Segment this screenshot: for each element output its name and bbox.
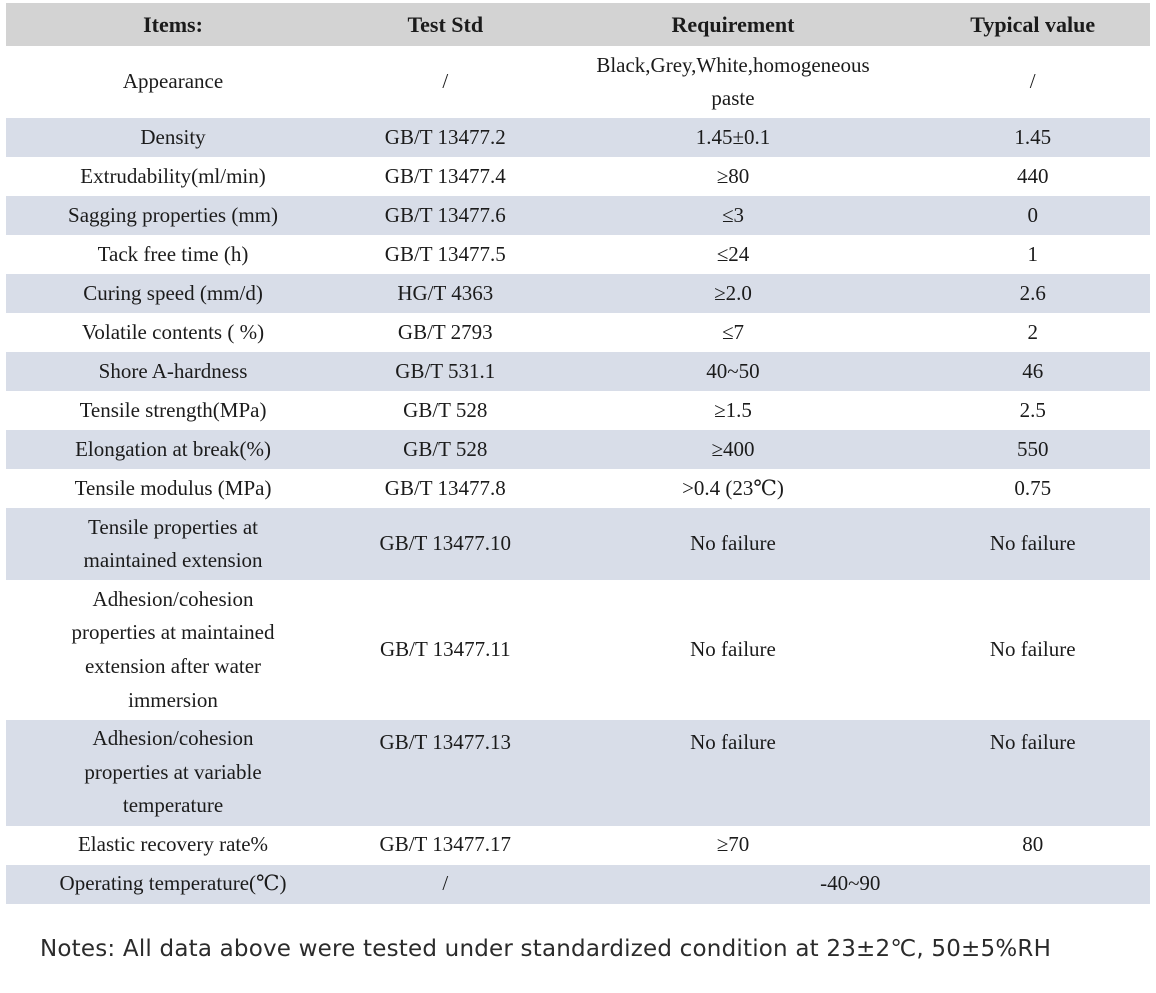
cell-requirement: ≥400 bbox=[711, 436, 755, 461]
cell-typical-value: 0.75 bbox=[1014, 475, 1052, 500]
column-header-typical-value: Typical value bbox=[915, 3, 1150, 46]
table-row: Curing speed (mm/d) HG/T 4363 ≥2.0 2.6 bbox=[6, 274, 1150, 314]
cell-typical-value: 440 bbox=[1016, 163, 1049, 188]
column-header-requirement: Requirement bbox=[550, 3, 916, 46]
table-body: Appearance / Black,Grey,White,homogeneous … bbox=[6, 46, 1150, 904]
cell-item: Elastic recovery rate% bbox=[77, 832, 269, 857]
table-row: Tensile modulus (MPa) GB/T 13477.8 >0.4 (2… bbox=[6, 469, 1150, 508]
header-row: Items: Test Std Requirement Typical valu… bbox=[6, 3, 1150, 46]
table-row: Adhesion/cohesion properties at maintain… bbox=[6, 580, 1150, 719]
table-header: Items: Test Std Requirement Typical valu… bbox=[6, 3, 1150, 46]
cell-test-std: GB/T 528 bbox=[403, 397, 488, 422]
cell-typical-value: 80 bbox=[1022, 832, 1044, 857]
table-row: Extrudability(ml/min) GB/T 13477.4 ≥80 440 bbox=[6, 157, 1150, 196]
cell-item: Curing speed (mm/d) bbox=[83, 280, 263, 305]
spec-table: Items: Test Std Requirement Typical valu… bbox=[6, 3, 1150, 904]
cell-requirement: Black,Grey,White,homogeneous paste bbox=[596, 52, 870, 111]
table-row: Elastic recovery rate% GB/T 13477.17 ≥70 80 bbox=[6, 826, 1150, 865]
cell-test-std: GB/T 13477.6 bbox=[384, 202, 506, 227]
cell-requirement: No failure bbox=[690, 531, 776, 556]
cell-requirement-typical-merged: -40~90 bbox=[820, 871, 881, 896]
cell-test-std: GB/T 528 bbox=[403, 436, 488, 461]
cell-requirement: ≥70 bbox=[716, 832, 750, 857]
cell-test-std: GB/T 13477.11 bbox=[379, 637, 511, 662]
cell-test-std: GB/T 13477.17 bbox=[379, 832, 512, 857]
cell-requirement: No failure bbox=[690, 637, 776, 662]
cell-requirement: ≤24 bbox=[716, 241, 750, 266]
cell-test-std: / bbox=[442, 69, 449, 94]
cell-item: Appearance bbox=[122, 69, 224, 94]
cell-item: Tensile strength(MPa) bbox=[79, 397, 267, 422]
cell-requirement: ≤7 bbox=[721, 319, 744, 344]
cell-typical-value: No failure bbox=[989, 729, 1076, 754]
cell-typical-value: 2.6 bbox=[1019, 280, 1046, 305]
cell-test-std: GB/T 2793 bbox=[397, 319, 493, 344]
cell-test-std: GB/T 13477.4 bbox=[384, 163, 506, 188]
table-row: Adhesion/cohesion properties at variable… bbox=[6, 719, 1150, 826]
cell-requirement: 1.45±0.1 bbox=[695, 124, 771, 149]
cell-typical-value: 2 bbox=[1027, 319, 1038, 344]
cell-item: Extrudability(ml/min) bbox=[80, 163, 266, 188]
cell-item: Tack free time (h) bbox=[97, 241, 249, 266]
cell-requirement: >0.4 (23℃) bbox=[682, 475, 784, 500]
cell-typical-value: 2.5 bbox=[1019, 397, 1046, 422]
cell-requirement: No failure bbox=[690, 729, 776, 754]
cell-item: Shore A-hardness bbox=[98, 358, 248, 383]
cell-test-std: HG/T 4363 bbox=[397, 280, 494, 305]
notes-text: Notes: All data above were tested under … bbox=[40, 935, 1052, 962]
cell-typical-value: 1.45 bbox=[1014, 124, 1052, 149]
table-row: Elongation at break(%) GB/T 528 ≥400 550 bbox=[6, 430, 1150, 470]
table-row: Sagging properties (mm) GB/T 13477.6 ≤3 0 bbox=[6, 196, 1150, 236]
cell-item: Volatile contents ( %) bbox=[81, 319, 265, 344]
cell-typical-value: / bbox=[1029, 69, 1036, 94]
cell-test-std: GB/T 531.1 bbox=[395, 358, 496, 383]
table-row: Volatile contents ( %) GB/T 2793 ≤7 2 bbox=[6, 313, 1150, 352]
cell-typical-value: 550 bbox=[1016, 436, 1049, 461]
cell-item: Tensile modulus (MPa) bbox=[74, 475, 272, 500]
cell-test-std: GB/T 13477.8 bbox=[384, 475, 506, 500]
table-row: Operating temperature(℃) / -40~90 bbox=[6, 864, 1150, 904]
table-row: Tack free time (h) GB/T 13477.5 ≤24 1 bbox=[6, 235, 1150, 274]
cell-test-std: GB/T 13477.13 bbox=[379, 729, 512, 754]
column-header-test-std: Test Std bbox=[340, 3, 551, 46]
cell-item: Operating temperature(℃) bbox=[59, 871, 287, 896]
table-row: Tensile strength(MPa) GB/T 528 ≥1.5 2.5 bbox=[6, 391, 1150, 430]
cell-requirement: ≤3 bbox=[721, 202, 744, 227]
cell-typical-value: 46 bbox=[1022, 358, 1044, 383]
cell-typical-value: No failure bbox=[989, 637, 1076, 662]
cell-requirement: 40~50 bbox=[706, 358, 760, 383]
cell-item: Elongation at break(%) bbox=[75, 436, 271, 461]
cell-typical-value: No failure bbox=[989, 531, 1076, 556]
cell-requirement: ≥2.0 bbox=[714, 280, 752, 305]
cell-test-std: GB/T 13477.2 bbox=[384, 124, 506, 149]
cell-typical-value: 1 bbox=[1027, 241, 1038, 266]
table-row: Shore A-hardness GB/T 531.1 40~50 46 bbox=[6, 352, 1150, 392]
cell-item: Sagging properties (mm) bbox=[68, 202, 278, 227]
table-row: Appearance / Black,Grey,White,homogeneous … bbox=[6, 46, 1150, 118]
cell-item: Adhesion/cohesion properties at variable… bbox=[84, 726, 262, 818]
column-header-items: Items: bbox=[6, 3, 341, 46]
cell-test-std: GB/T 13477.10 bbox=[379, 531, 512, 556]
cell-test-std: / bbox=[442, 871, 449, 896]
cell-requirement: ≥80 bbox=[716, 163, 750, 188]
table-row: Density GB/T 13477.2 1.45±0.1 1.45 bbox=[6, 118, 1150, 158]
cell-item: Density bbox=[140, 124, 206, 149]
table-row: Tensile properties at maintained extensi… bbox=[6, 508, 1150, 581]
cell-typical-value: 0 bbox=[1027, 202, 1038, 227]
cell-test-std: GB/T 13477.5 bbox=[384, 241, 506, 266]
cell-item: Tensile properties at maintained extensi… bbox=[83, 514, 263, 573]
cell-item: Adhesion/cohesion properties at maintain… bbox=[71, 586, 275, 712]
cell-requirement: ≥1.5 bbox=[714, 397, 752, 422]
